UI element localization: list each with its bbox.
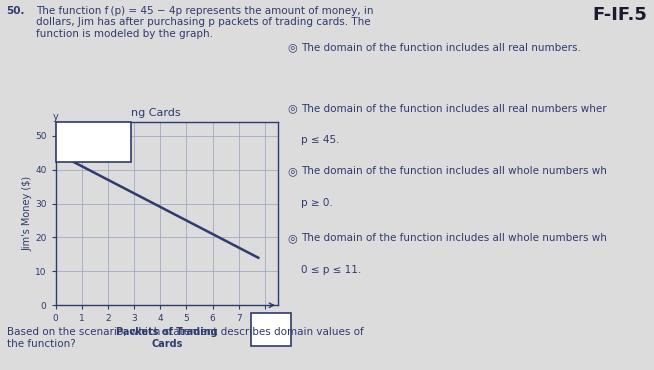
Text: ◎: ◎ <box>288 166 298 176</box>
Text: The domain of the function includes all whole numbers wh: The domain of the function includes all … <box>301 233 607 243</box>
Text: p ≥ 0.: p ≥ 0. <box>301 198 333 208</box>
Text: ◎: ◎ <box>288 43 298 53</box>
Text: The function f (p) = 45 − 4p represents the amount of money, in
dollars, Jim has: The function f (p) = 45 − 4p represents … <box>36 6 373 39</box>
FancyBboxPatch shape <box>251 313 291 346</box>
Text: 0 ≤ p ≤ 11.: 0 ≤ p ≤ 11. <box>301 265 361 275</box>
X-axis label: Packets of Trading
Cards: Packets of Trading Cards <box>116 327 218 349</box>
Text: F-IF.5: F-IF.5 <box>593 6 647 24</box>
Text: Based on the scenario, which statement describes domain values of
the function?: Based on the scenario, which statement d… <box>7 327 363 349</box>
FancyBboxPatch shape <box>56 122 131 162</box>
Text: The domain of the function includes all real numbers wher: The domain of the function includes all … <box>301 104 606 114</box>
Text: ◎: ◎ <box>288 233 298 243</box>
Text: 50.: 50. <box>7 6 25 16</box>
Text: ng Cards: ng Cards <box>131 108 181 118</box>
Y-axis label: Jim's Money ($): Jim's Money ($) <box>22 176 32 251</box>
Text: The domain of the function includes all real numbers.: The domain of the function includes all … <box>301 43 581 53</box>
Text: ◎: ◎ <box>288 104 298 114</box>
Text: The domain of the function includes all whole numbers wh: The domain of the function includes all … <box>301 166 607 176</box>
Text: y: y <box>53 112 58 122</box>
Text: p ≤ 45.: p ≤ 45. <box>301 135 339 145</box>
